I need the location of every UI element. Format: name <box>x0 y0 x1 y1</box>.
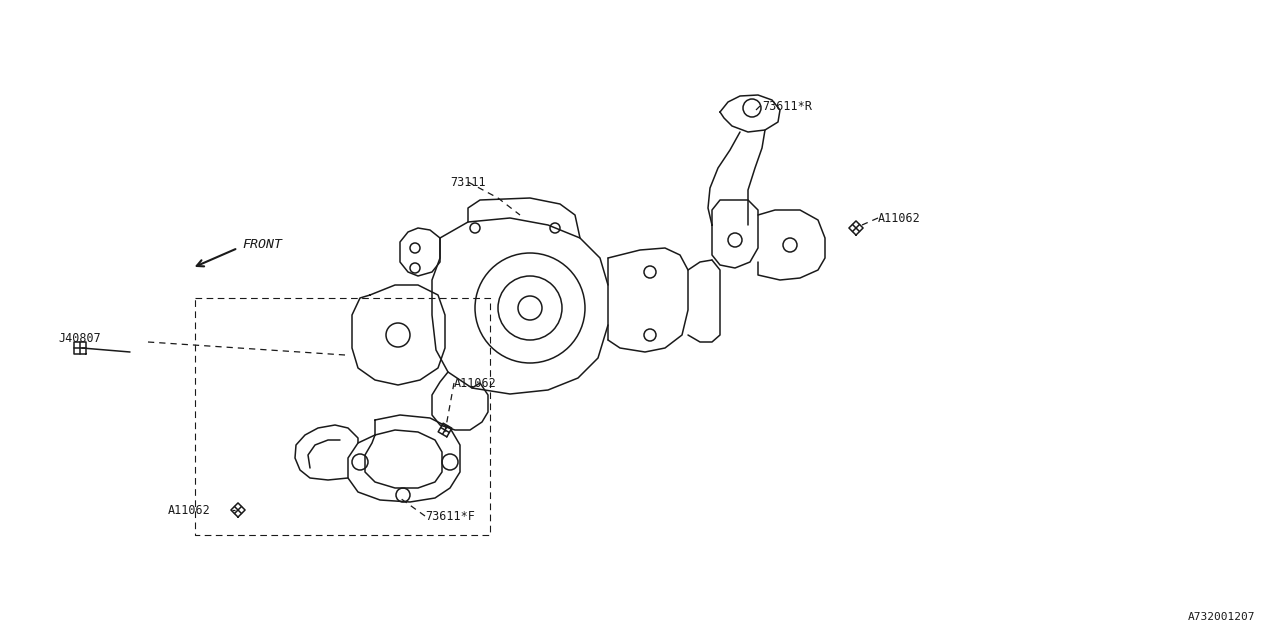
Text: 73111: 73111 <box>451 175 486 189</box>
Text: A11062: A11062 <box>168 504 211 516</box>
Text: FRONT: FRONT <box>242 237 282 250</box>
Text: J40807: J40807 <box>58 332 101 344</box>
Text: A11062: A11062 <box>878 211 920 225</box>
Text: 73611*F: 73611*F <box>425 509 475 522</box>
Text: A732001207: A732001207 <box>1188 612 1254 622</box>
Text: 73611*R: 73611*R <box>762 99 812 113</box>
Text: A11062: A11062 <box>454 376 497 390</box>
